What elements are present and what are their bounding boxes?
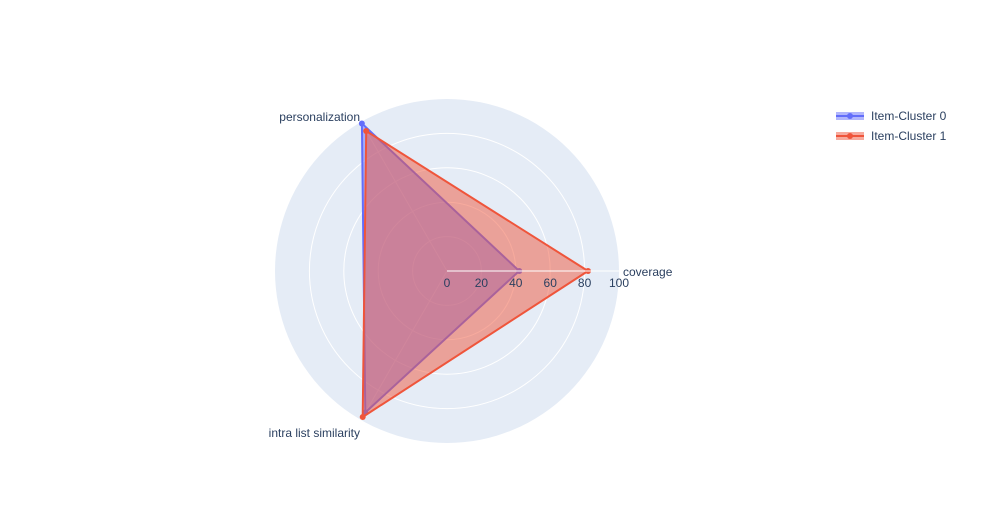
radial-tick-label: 0 <box>444 276 451 290</box>
angular-axis-labels: coverage personalization intra list simila… <box>269 110 673 440</box>
radial-tick-label: 80 <box>578 276 592 290</box>
series-1-point-2[interactable] <box>359 413 366 420</box>
legend-label-cluster-0: Item-Cluster 0 <box>871 109 947 123</box>
radial-tick-labels: 0 20 40 60 80 100 <box>444 276 630 290</box>
series-area-1 <box>361 130 589 418</box>
legend-swatch-cluster-0 <box>836 112 864 120</box>
radial-tick-label: 20 <box>475 276 489 290</box>
legend: Item-Cluster 0 Item-Cluster 1 <box>835 106 946 146</box>
axis-label-intra-list-similarity: intra list similarity <box>269 426 360 440</box>
axis-label-personalization: personalization <box>279 110 360 124</box>
legend-item-cluster-1[interactable]: Item-Cluster 1 <box>835 126 946 146</box>
series-0-point-1[interactable] <box>358 120 365 127</box>
legend-item-cluster-0[interactable]: Item-Cluster 0 <box>835 106 946 126</box>
series-layer <box>358 120 592 420</box>
radial-tick-label: 40 <box>509 276 523 290</box>
radial-tick-label: 60 <box>544 276 558 290</box>
legend-label-cluster-1: Item-Cluster 1 <box>871 129 947 143</box>
axis-label-coverage: coverage <box>623 265 673 279</box>
radial-tick-label: 100 <box>609 276 629 290</box>
series-1-point-1[interactable] <box>363 127 370 134</box>
legend-swatch-cluster-1 <box>836 132 864 140</box>
